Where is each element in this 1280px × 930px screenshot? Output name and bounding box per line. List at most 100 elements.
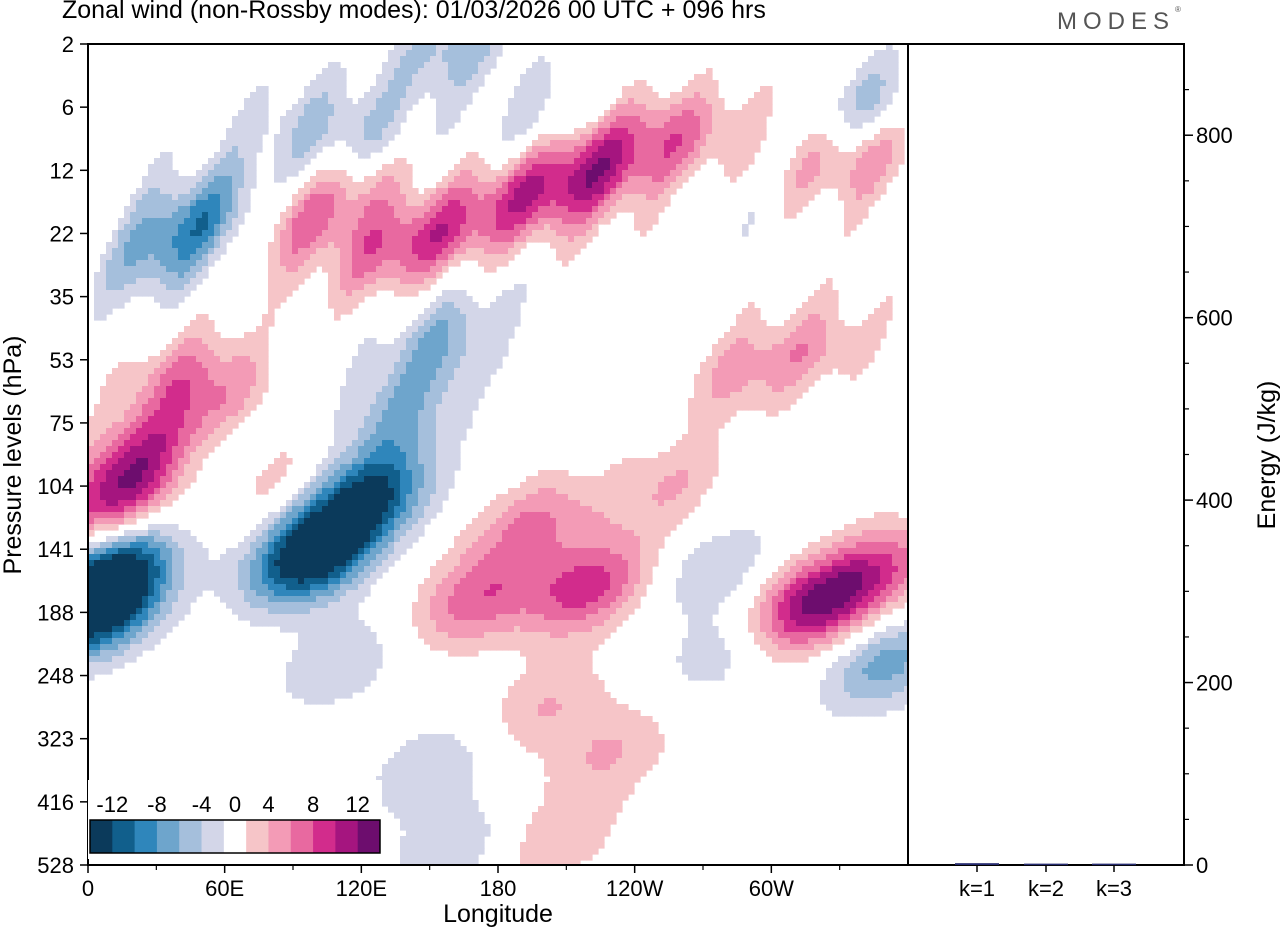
contour-cell [334,440,341,447]
contour-cell [688,410,695,417]
contour-cell [856,80,863,87]
contour-cell [142,380,149,387]
contour-cell [496,338,503,345]
contour-cell [436,404,443,411]
contour-cell [460,254,467,261]
contour-cell [160,356,167,363]
contour-cell [400,170,407,177]
contour-cell [490,56,497,63]
contour-cell [826,146,833,153]
contour-cell [736,368,743,375]
contour-cell [430,464,437,471]
contour-cell [256,128,263,135]
contour-cell [358,128,365,135]
contour-cell [502,242,509,249]
contour-cell [376,206,383,213]
contour-cell [526,212,533,219]
contour-cell [106,506,113,513]
contour-cell [406,452,413,459]
contour-cell [634,86,641,93]
contour-cell [148,380,155,387]
contour-cell [382,398,389,405]
contour-cell [268,266,275,273]
contour-cell [514,224,521,231]
contour-cell [670,134,677,141]
contour-cell [358,362,365,369]
contour-cell [736,116,743,123]
contour-cell [748,116,755,123]
contour-cell [724,368,731,375]
contour-cell [394,260,401,267]
contour-cell [160,500,167,507]
contour-cell [388,68,395,75]
contour-cell [304,194,311,201]
contour-cell [628,494,635,501]
contour-cell [760,344,767,351]
contour-cell [190,470,197,477]
contour-cell [640,110,647,117]
contour-cell [670,98,677,105]
contour-cell [748,338,755,345]
contour-cell [166,416,173,423]
contour-cell [382,236,389,243]
contour-cell [436,188,443,195]
contour-cell [250,332,257,339]
contour-cell [316,506,323,513]
contour-cell [442,50,449,57]
contour-cell [136,254,143,261]
contour-cell [376,422,383,429]
contour-cell [544,140,551,147]
contour-cell [400,50,407,57]
contour-cell [394,194,401,201]
contour-cell [94,494,101,501]
contour-cell [376,98,383,105]
contour-cell [394,224,401,231]
contour-cell [370,182,377,189]
contour-cell [466,74,473,81]
contour-cell [874,104,881,111]
contour-cell [538,500,545,507]
contour-cell [196,218,203,225]
contour-cell [430,332,437,339]
contour-cell [346,428,353,435]
contour-cell [334,290,341,297]
contour-cell [652,128,659,135]
contour-cell [232,344,239,351]
contour-cell [514,488,521,495]
contour-cell [424,350,431,357]
contour-cell [286,218,293,225]
contour-cell [370,464,377,471]
contour-cell [172,170,179,177]
contour-cell [238,164,245,171]
contour-cell [172,494,179,501]
contour-cell [460,194,467,201]
contour-cell [184,194,191,201]
contour-cell [370,404,377,411]
contour-cell [766,98,773,105]
contour-cell [208,182,215,189]
contour-cell [442,320,449,327]
contour-cell [322,218,329,225]
contour-cell [658,506,665,513]
contour-cell [352,512,359,519]
contour-cell [658,98,665,105]
contour-cell [316,116,323,123]
contour-cell [436,218,443,225]
contour-cell [682,140,689,147]
contour-cell [676,440,683,447]
contour-cell [112,260,119,267]
contour-cell [448,242,455,249]
contour-cell [394,230,401,237]
contour-cell [352,134,359,141]
contour-cell [208,254,215,261]
contour-cell [508,320,515,327]
contour-cell [508,212,515,219]
contour-cell [754,314,761,321]
contour-cell [316,194,323,201]
contour-cell [856,146,863,153]
contour-cell [478,50,485,57]
contour-cell [238,194,245,201]
contour-cell [880,56,887,63]
contour-cell [760,116,767,123]
contour-cell [880,146,887,153]
